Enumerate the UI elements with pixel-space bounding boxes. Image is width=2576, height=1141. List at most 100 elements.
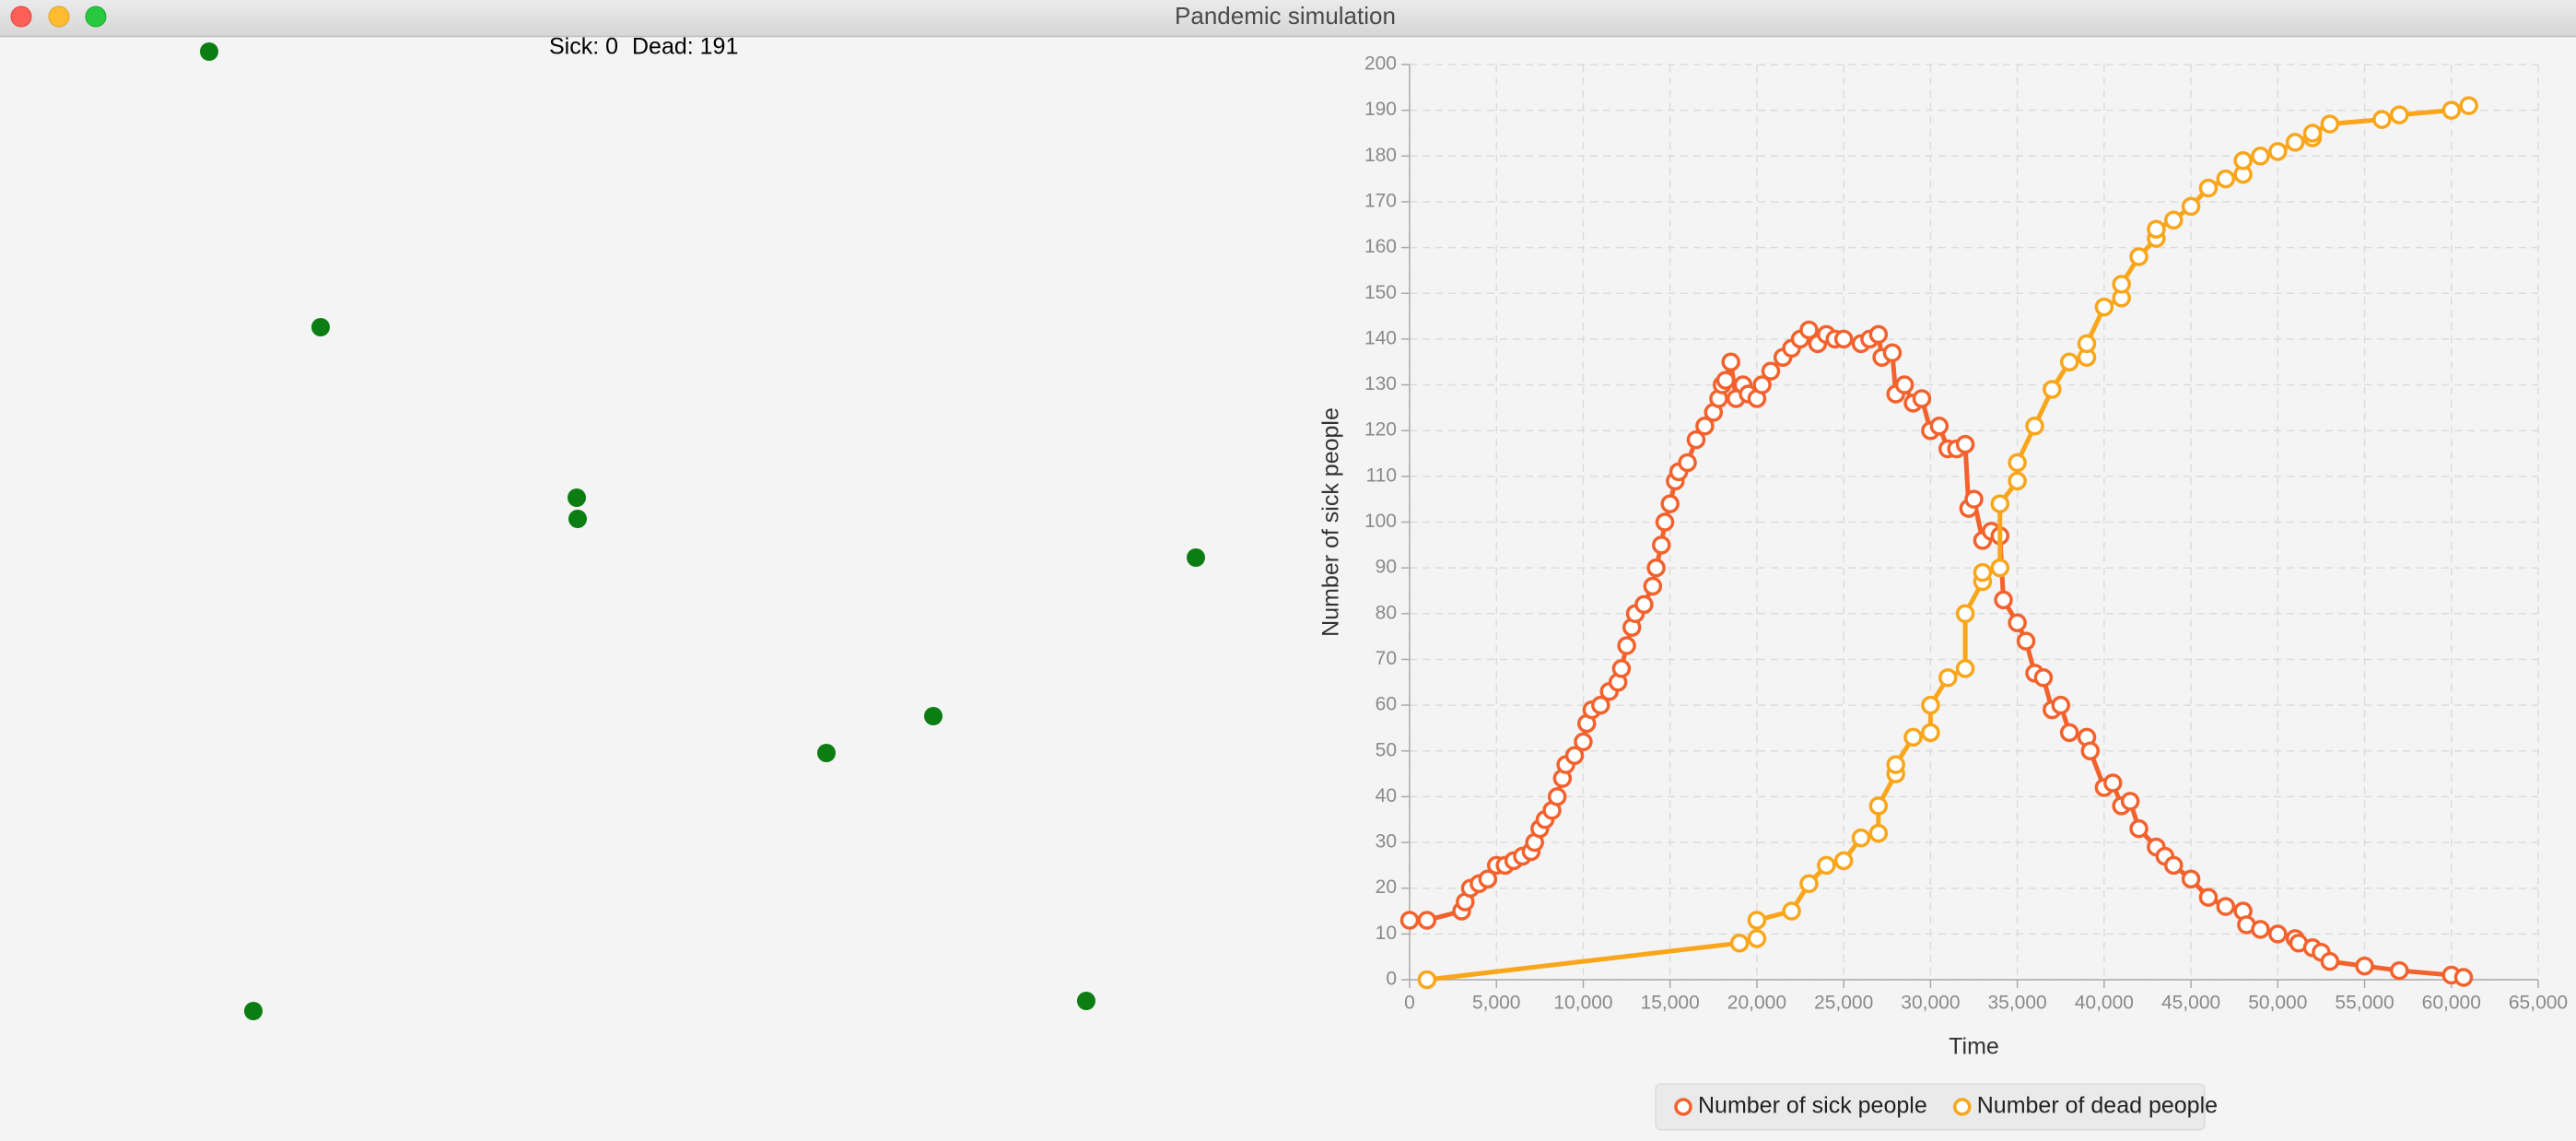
x-tick-label: 5,000 [1472, 993, 1521, 1014]
plot-background [1410, 65, 2538, 980]
data-point [1655, 512, 1675, 532]
data-point [1782, 901, 1801, 921]
data-point [1886, 755, 1905, 774]
data-point [2077, 334, 2097, 354]
data-point [1686, 429, 1706, 450]
data-point [1990, 558, 2010, 578]
data-point [1747, 911, 1767, 930]
data-point [2268, 142, 2288, 161]
data-point [2094, 297, 2114, 317]
data-point [1399, 911, 1420, 930]
x-tick-label: 10,000 [1553, 993, 1612, 1014]
data-point [2251, 147, 2270, 166]
data-point [2459, 96, 2478, 115]
data-point [2198, 178, 2219, 198]
data-point [2025, 416, 2044, 436]
data-point [1955, 659, 1975, 678]
data-point [2008, 471, 2027, 491]
data-point [2059, 723, 2079, 743]
data-point [1938, 668, 1958, 688]
y-axis-label: Number of sick people [1318, 407, 1344, 637]
data-point [2372, 110, 2392, 129]
y-tick-label: 160 [1364, 236, 1397, 257]
data-point [2216, 169, 2236, 189]
data-point [2112, 275, 2131, 294]
y-tick-label: 200 [1364, 53, 1397, 75]
data-point [1868, 823, 1889, 843]
data-point [1994, 590, 2013, 610]
data-point [1851, 828, 1871, 848]
x-tick-label: 30,000 [1901, 993, 1960, 1014]
window-title: Pandemic simulation [1175, 2, 1396, 29]
data-point [2163, 210, 2184, 230]
minimize-button[interactable] [48, 6, 70, 28]
data-point [1417, 911, 1437, 930]
y-tick-label: 30 [1376, 831, 1397, 853]
data-point [1547, 787, 1567, 806]
data-point [2441, 100, 2462, 120]
data-point [1964, 489, 1984, 509]
y-tick-label: 50 [1376, 739, 1397, 760]
data-point [2033, 668, 2054, 688]
person [568, 488, 586, 507]
x-tick-label: 65,000 [2509, 993, 2568, 1014]
data-point [2233, 151, 2253, 171]
data-point [2389, 105, 2409, 124]
data-point [1761, 361, 1781, 381]
data-point [1868, 324, 1889, 345]
person [1187, 548, 1205, 567]
data-point [1660, 494, 1680, 513]
sick-count: Sick: 0 [549, 34, 618, 60]
data-point [2198, 888, 2219, 907]
chart: 0 10 20 30 40 50 60 70 80 90 100 110 120 130 140 150 160… [1318, 53, 2569, 1119]
legend-label: Number of dead people [1977, 1093, 2218, 1119]
data-point [1417, 970, 1437, 990]
data-point [2059, 352, 2079, 371]
y-tick-label: 170 [1364, 190, 1397, 211]
y-tick-label: 0 [1386, 969, 1397, 990]
data-point [2080, 741, 2101, 760]
data-point [1868, 796, 1889, 816]
data-point [2181, 196, 2201, 217]
data-point [2008, 613, 2027, 632]
data-point [2016, 631, 2036, 651]
y-tick-label: 120 [1364, 419, 1397, 441]
data-point [1564, 746, 1585, 765]
x-tick-label: 25,000 [1814, 993, 1873, 1014]
data-point [1903, 727, 1923, 747]
data-point [1912, 389, 1932, 408]
data-point [2051, 695, 2070, 715]
legend-label: Number of sick people [1698, 1093, 1927, 1119]
y-tick-label: 140 [1364, 327, 1397, 348]
data-point [1929, 416, 1950, 436]
simulation-area [200, 42, 1205, 1020]
y-tick-label: 130 [1364, 373, 1397, 394]
y-tick-label: 190 [1364, 99, 1397, 120]
data-point [1833, 851, 1854, 871]
data-point [1973, 562, 1993, 582]
data-point [1643, 576, 1663, 596]
data-point [2251, 920, 2270, 939]
data-point [2129, 247, 2149, 266]
data-point [1695, 416, 1715, 436]
data-point [2043, 380, 2062, 399]
data-point [1729, 934, 1750, 953]
y-tick-label: 90 [1376, 557, 1397, 578]
data-point [2129, 818, 2149, 839]
data-point [1574, 732, 1593, 752]
y-tick-label: 110 [1366, 465, 1397, 486]
y-tick-label: 60 [1376, 694, 1397, 715]
x-tick-label: 15,000 [1641, 993, 1700, 1014]
close-button[interactable] [10, 6, 32, 28]
person [1077, 992, 1095, 1010]
data-point [1882, 343, 1903, 363]
legend-marker [1674, 1098, 1692, 1116]
data-point [1721, 352, 1740, 371]
x-tick-label: 35,000 [1987, 993, 2046, 1014]
zoom-button[interactable] [85, 6, 107, 28]
data-point [2453, 968, 2474, 987]
x-tick-label: 0 [1404, 993, 1415, 1014]
legend-marker [1952, 1098, 1972, 1116]
x-tick-label: 55,000 [2335, 993, 2394, 1014]
